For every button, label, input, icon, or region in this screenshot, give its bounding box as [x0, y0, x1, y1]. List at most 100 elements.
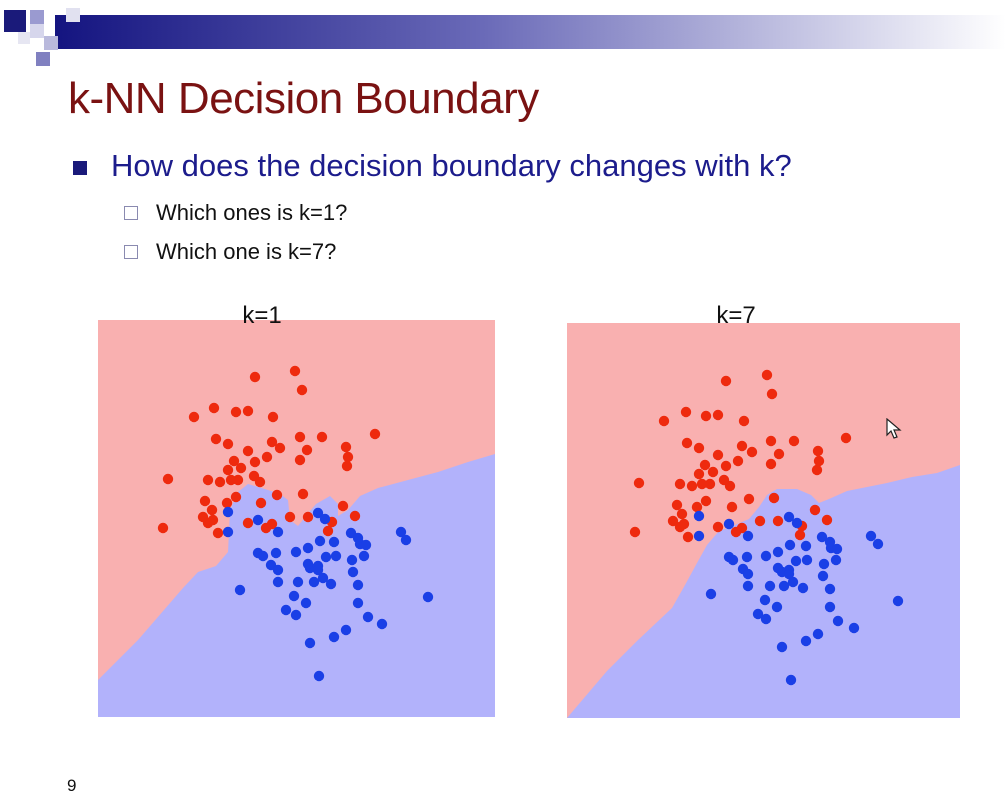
red-class-point	[302, 511, 314, 523]
blue-class-point	[778, 580, 790, 592]
blue-class-point	[742, 530, 754, 542]
red-class-point	[206, 504, 218, 516]
red-class-point	[678, 518, 690, 530]
blue-class-point	[320, 551, 332, 563]
red-class-point	[225, 474, 237, 486]
blue-class-point	[308, 576, 320, 588]
blue-class-point	[742, 580, 754, 592]
red-class-point	[242, 445, 254, 457]
page-number: 9	[67, 776, 77, 795]
red-class-point	[813, 455, 825, 467]
red-class-point	[686, 480, 698, 492]
blue-class-point	[222, 526, 234, 538]
blue-class-point	[272, 564, 284, 576]
blue-class-point	[791, 517, 803, 529]
plot-title-k7: k=7	[716, 302, 756, 329]
blue-class-point	[752, 608, 764, 620]
red-class-point	[297, 488, 309, 500]
blue-class-point	[741, 551, 753, 563]
blue-class-point	[292, 576, 304, 588]
red-class-point	[707, 466, 719, 478]
blue-class-point	[723, 518, 735, 530]
blue-class-point	[400, 534, 412, 546]
blue-class-point	[785, 674, 797, 686]
blue-class-point	[270, 547, 282, 559]
red-class-point	[754, 515, 766, 527]
blue-class-point	[330, 550, 342, 562]
red-class-point	[271, 489, 283, 501]
red-class-point	[676, 508, 688, 520]
red-class-point	[202, 474, 214, 486]
blue-class-point	[831, 543, 843, 555]
sub-bullet-text: Which one is k=7?	[156, 239, 337, 264]
red-class-point	[294, 454, 306, 466]
red-class-point	[704, 478, 716, 490]
blue-class-point	[848, 622, 860, 634]
red-class-point	[761, 369, 773, 381]
blue-class-point	[422, 591, 434, 603]
red-class-point	[199, 495, 211, 507]
red-class-point	[249, 371, 261, 383]
red-class-point	[341, 460, 353, 472]
blue-class-point	[352, 597, 364, 609]
red-class-point	[773, 448, 785, 460]
red-class-point	[682, 531, 694, 543]
blue-class-point	[234, 584, 246, 596]
blue-class-point	[760, 613, 772, 625]
red-class-point	[712, 521, 724, 533]
blue-class-point	[771, 601, 783, 613]
red-class-point	[261, 451, 273, 463]
red-class-point	[700, 495, 712, 507]
blue-class-point	[742, 568, 754, 580]
red-class-point	[667, 515, 679, 527]
red-class-point	[267, 411, 279, 423]
blue-class-point	[832, 615, 844, 627]
red-class-point	[746, 446, 758, 458]
main-bullet: How does the decision boundary changes w…	[73, 148, 792, 184]
red-class-point	[768, 492, 780, 504]
region-blue	[567, 465, 960, 718]
red-class-point	[629, 526, 641, 538]
red-class-point	[726, 501, 738, 513]
red-class-point	[369, 428, 381, 440]
red-class-point	[772, 515, 784, 527]
red-class-point	[736, 522, 748, 534]
red-class-point	[680, 406, 692, 418]
red-class-point	[316, 431, 328, 443]
red-class-point	[732, 455, 744, 467]
red-class-point	[840, 432, 852, 444]
blue-class-point	[252, 514, 264, 526]
mouse-pointer-icon	[886, 418, 902, 439]
red-class-point	[633, 477, 645, 489]
blue-class-point	[783, 568, 795, 580]
sub-bullet-text: Which ones is k=1?	[156, 200, 348, 225]
hollow-square-bullet-icon	[124, 245, 138, 259]
blue-class-point	[314, 535, 326, 547]
blue-class-point	[304, 637, 316, 649]
blue-class-point	[872, 538, 884, 550]
blue-class-point	[325, 578, 337, 590]
blue-class-point	[319, 513, 331, 525]
red-class-point	[249, 456, 261, 468]
blue-class-point	[317, 572, 329, 584]
blue-class-point	[290, 609, 302, 621]
red-class-point	[207, 514, 219, 526]
red-class-point	[349, 510, 361, 522]
red-class-point	[691, 501, 703, 513]
red-class-point	[809, 504, 821, 516]
red-class-point	[718, 474, 730, 486]
blue-class-point	[280, 604, 292, 616]
red-class-point	[322, 525, 334, 537]
red-class-point	[699, 459, 711, 471]
blue-class-point	[801, 554, 813, 566]
decision-boundary-plot-k7	[567, 323, 960, 718]
blue-class-point	[358, 550, 370, 562]
red-class-point	[821, 514, 833, 526]
blue-class-point	[818, 558, 830, 570]
blue-class-point	[784, 539, 796, 551]
blue-class-point	[328, 631, 340, 643]
red-class-point	[342, 451, 354, 463]
blue-class-point	[257, 550, 269, 562]
red-class-point	[255, 497, 267, 509]
blue-class-point	[760, 550, 772, 562]
